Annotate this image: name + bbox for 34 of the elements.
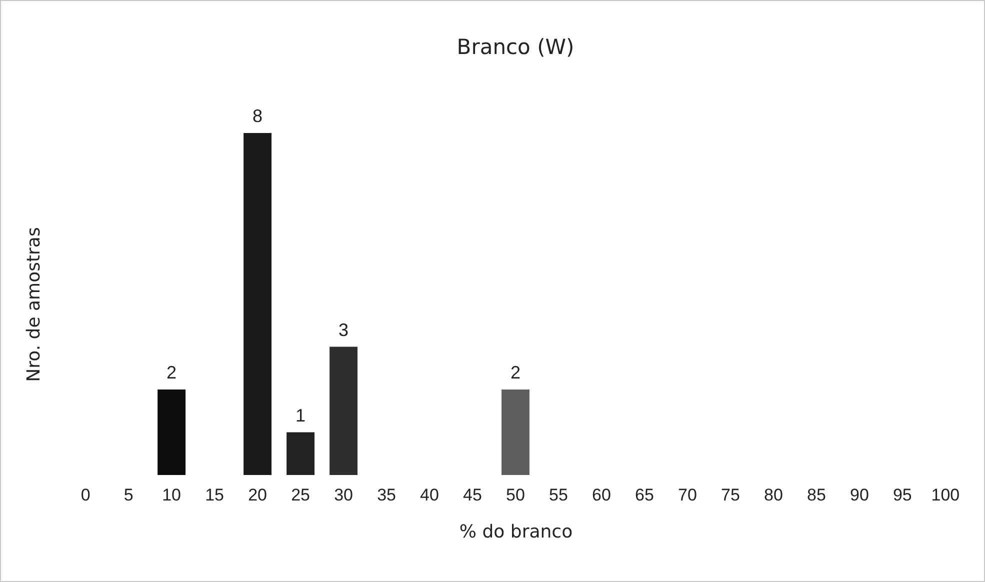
x-axis-title: % do branco (459, 522, 573, 542)
data-label: 2 (510, 362, 521, 382)
bar (158, 390, 186, 475)
x-tick-label: 55 (549, 486, 568, 504)
x-tick-label: 85 (806, 486, 826, 504)
x-tick-label: 40 (420, 486, 439, 504)
bar (286, 432, 315, 475)
x-tick-label: 10 (162, 486, 182, 504)
chart-title: Branco (W) (456, 35, 574, 59)
data-label: 8 (252, 106, 263, 126)
x-tick-label: 0 (80, 486, 90, 504)
x-tick-label: 65 (635, 486, 654, 504)
x-tick-label: 80 (764, 486, 783, 504)
bar (244, 133, 272, 475)
y-axis-title: Nro. de amostras (24, 227, 44, 382)
data-label: 2 (166, 362, 177, 382)
x-tick-label: 50 (506, 486, 525, 504)
x-tick-label: 30 (334, 486, 353, 504)
x-tick-label: 15 (205, 486, 224, 504)
data-label: 1 (296, 405, 306, 426)
x-tick-label: 70 (678, 486, 697, 504)
x-tick-label: 60 (592, 486, 611, 504)
x-tick-label: 95 (892, 486, 912, 504)
x-tick-label: 90 (850, 486, 869, 504)
x-tick-label: 5 (124, 486, 134, 504)
x-tick-label: 35 (377, 486, 396, 504)
x-tick-label: 100 (931, 486, 960, 504)
x-tick-label: 25 (291, 486, 310, 504)
x-tick-label: 20 (248, 486, 268, 504)
bar (502, 390, 530, 475)
data-label: 3 (338, 320, 349, 340)
x-tick-label: 75 (721, 486, 740, 504)
bar (330, 346, 358, 475)
x-tick-label: 45 (463, 486, 482, 504)
